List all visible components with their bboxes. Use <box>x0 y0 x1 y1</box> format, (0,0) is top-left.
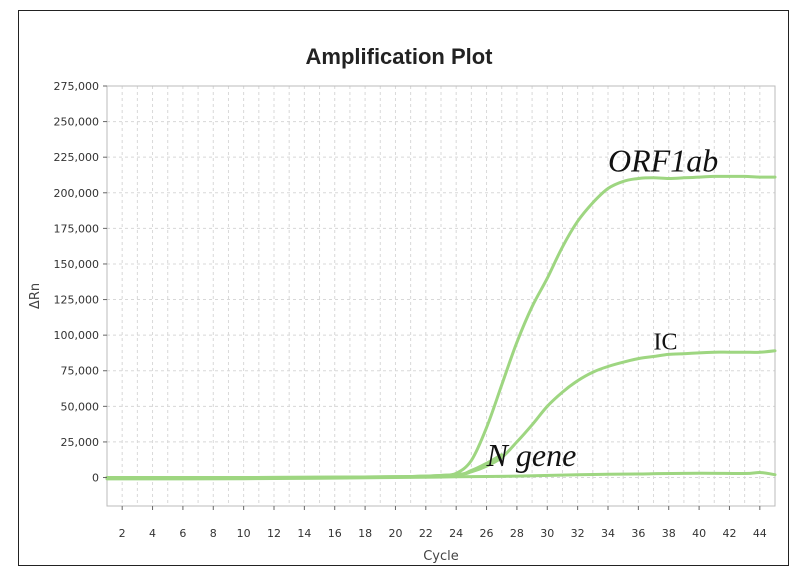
chart-title: Amplification Plot <box>306 44 494 69</box>
y-tick-label: 25,000 <box>61 436 100 449</box>
y-tick-label: 75,000 <box>61 365 100 378</box>
plot-area-border <box>106 85 776 507</box>
x-tick-label: 16 <box>328 527 342 540</box>
x-tick-label: 24 <box>449 527 463 540</box>
x-tick-label: 30 <box>540 527 554 540</box>
grid <box>106 85 776 506</box>
x-tick-label: 32 <box>571 527 585 540</box>
y-tick-label: 0 <box>92 472 99 485</box>
x-tick-label: 26 <box>480 527 494 540</box>
x-tick-label: 4 <box>149 527 156 540</box>
y-tick-label: 250,000 <box>54 116 100 129</box>
annotation-layer: ORF1ab IC N gene <box>486 142 719 473</box>
annotation-label: IC <box>654 329 678 355</box>
tick-layer: 0 25,000 50,000 75,000 100,000 125,000 150,000… <box>54 80 767 540</box>
x-tick-label: 42 <box>722 527 736 540</box>
y-tick-label: 200,000 <box>54 187 100 200</box>
x-tick-label: 38 <box>662 527 676 540</box>
y-tick-label: 175,000 <box>54 222 100 235</box>
annotation-label: ORF1ab <box>608 142 718 178</box>
x-tick-label: 28 <box>510 527 524 540</box>
x-tick-label: 18 <box>358 527 372 540</box>
y-axis-label: ΔRn <box>28 283 43 309</box>
series-line-4 <box>105 470 777 481</box>
series-layer <box>105 174 777 481</box>
y-tick-label: 50,000 <box>61 400 100 413</box>
chart-frame: Amplification Plot 0 25,000 50,000 75,000 10… <box>18 10 789 566</box>
x-tick-label: 12 <box>267 527 281 540</box>
x-tick-label: 40 <box>692 527 706 540</box>
x-tick-label: 44 <box>753 527 767 540</box>
x-tick-label: 20 <box>388 527 402 540</box>
x-tick-label: 36 <box>631 527 645 540</box>
annotation-label: N gene <box>486 437 577 473</box>
x-tick-label: 8 <box>210 527 217 540</box>
x-tick-label: 22 <box>419 527 433 540</box>
y-tick-label: 225,000 <box>54 151 100 164</box>
y-tick-label: 150,000 <box>54 258 100 271</box>
y-tick-label: 125,000 <box>54 294 100 307</box>
x-tick-label: 6 <box>179 527 186 540</box>
x-tick-label: 14 <box>297 527 311 540</box>
amplification-plot: Amplification Plot 0 25,000 50,000 75,000 10… <box>28 44 777 564</box>
y-tick-label: 100,000 <box>54 329 100 342</box>
x-axis-label: Cycle <box>423 549 459 564</box>
x-tick-label: 10 <box>237 527 251 540</box>
y-tick-label: 275,000 <box>54 80 100 93</box>
x-tick-label: 2 <box>119 527 126 540</box>
x-tick-label: 34 <box>601 527 615 540</box>
